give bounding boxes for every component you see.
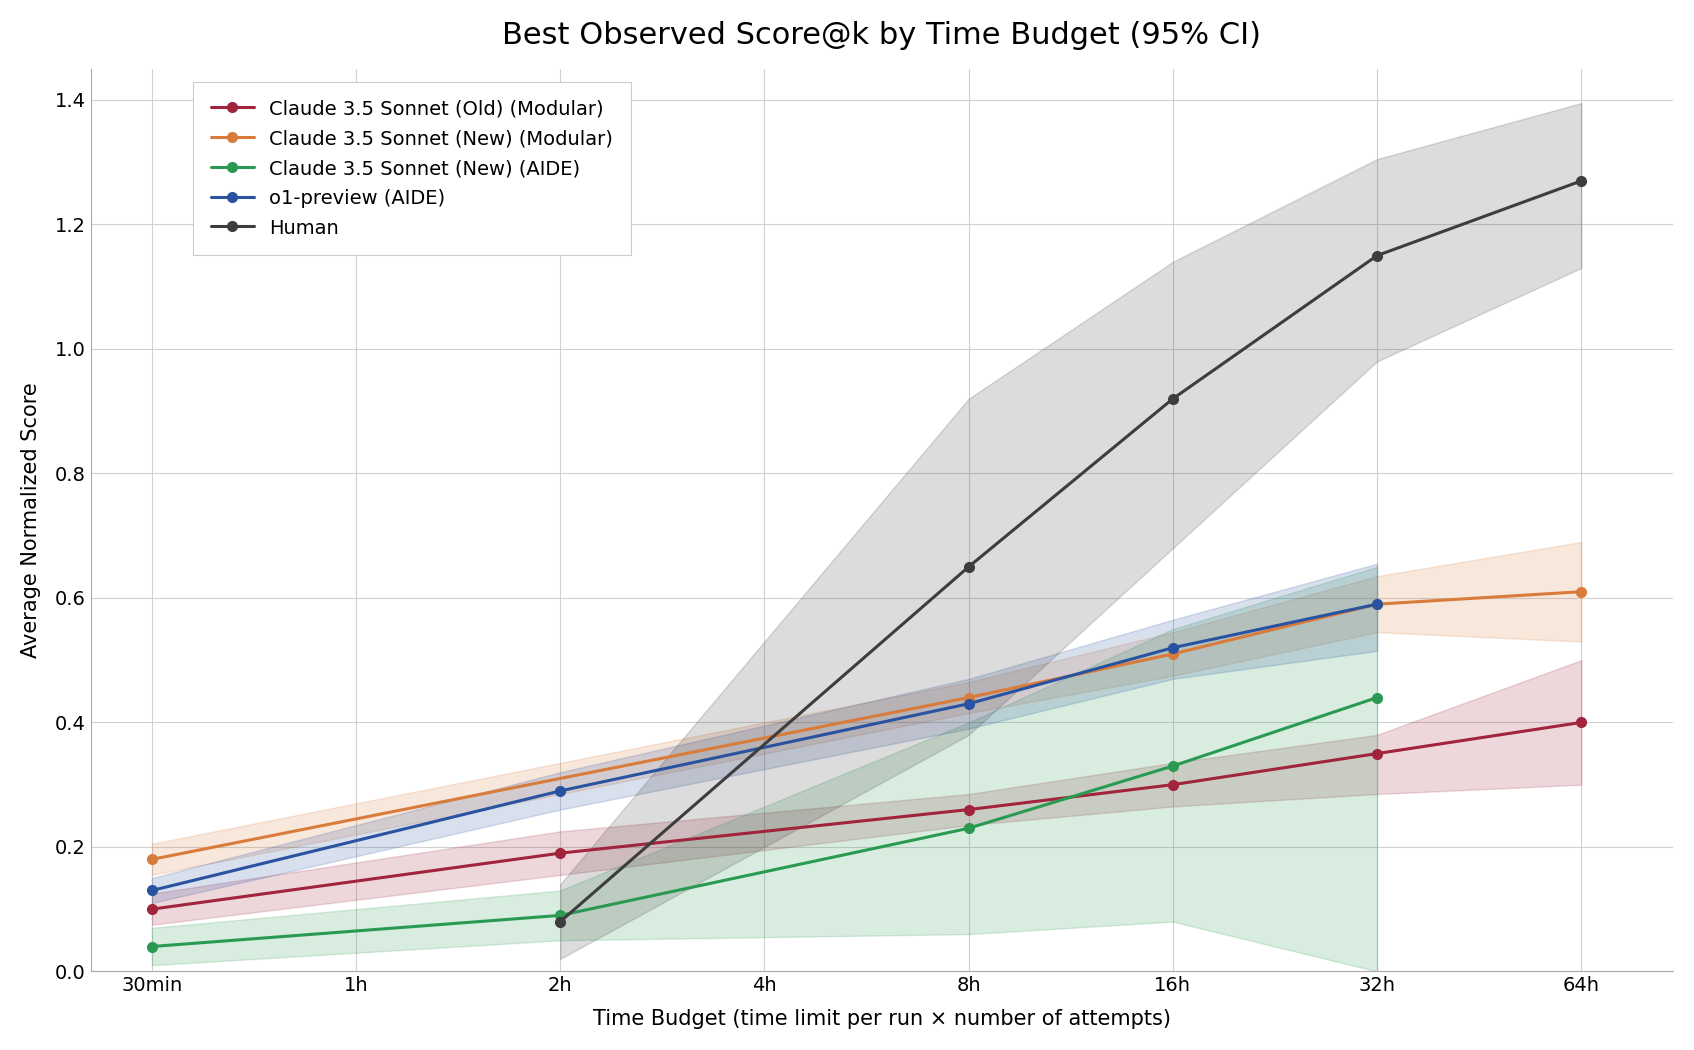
Human <box>1570 174 1591 187</box>
Claude 3.5 Sonnet (New) (AIDE) <box>1367 691 1387 704</box>
Human <box>1162 393 1182 405</box>
o1-preview (AIDE) <box>959 697 979 710</box>
o1-preview (AIDE) <box>142 884 163 897</box>
Claude 3.5 Sonnet (New) (Modular) <box>142 853 163 865</box>
Claude 3.5 Sonnet (New) (AIDE) <box>551 909 571 922</box>
X-axis label: Time Budget (time limit per run × number of attempts): Time Budget (time limit per run × number… <box>593 1009 1171 1029</box>
Line: Human: Human <box>556 176 1586 926</box>
o1-preview (AIDE) <box>1367 597 1387 610</box>
Y-axis label: Average Normalized Score: Average Normalized Score <box>20 382 41 658</box>
Human <box>1367 249 1387 261</box>
Claude 3.5 Sonnet (New) (Modular) <box>1570 586 1591 598</box>
Claude 3.5 Sonnet (New) (Modular) <box>1367 597 1387 610</box>
Line: Claude 3.5 Sonnet (New) (AIDE): Claude 3.5 Sonnet (New) (AIDE) <box>147 693 1382 951</box>
o1-preview (AIDE) <box>551 784 571 797</box>
Claude 3.5 Sonnet (Old) (Modular) <box>959 803 979 816</box>
Human <box>959 561 979 573</box>
Claude 3.5 Sonnet (Old) (Modular) <box>551 847 571 860</box>
Claude 3.5 Sonnet (New) (AIDE) <box>959 822 979 835</box>
Claude 3.5 Sonnet (New) (AIDE) <box>1162 760 1182 773</box>
Line: Claude 3.5 Sonnet (New) (Modular): Claude 3.5 Sonnet (New) (Modular) <box>147 587 1586 864</box>
o1-preview (AIDE) <box>1162 642 1182 654</box>
Line: Claude 3.5 Sonnet (Old) (Modular): Claude 3.5 Sonnet (Old) (Modular) <box>147 717 1586 915</box>
Claude 3.5 Sonnet (Old) (Modular) <box>1162 778 1182 791</box>
Legend: Claude 3.5 Sonnet (Old) (Modular), Claude 3.5 Sonnet (New) (Modular), Claude 3.5: Claude 3.5 Sonnet (Old) (Modular), Claud… <box>193 82 630 255</box>
Title: Best Observed Score@k by Time Budget (95% CI): Best Observed Score@k by Time Budget (95… <box>503 21 1262 49</box>
Claude 3.5 Sonnet (Old) (Modular) <box>1367 748 1387 760</box>
Claude 3.5 Sonnet (New) (Modular) <box>1162 648 1182 660</box>
Claude 3.5 Sonnet (Old) (Modular) <box>1570 716 1591 729</box>
Line: o1-preview (AIDE): o1-preview (AIDE) <box>147 600 1382 896</box>
Claude 3.5 Sonnet (New) (Modular) <box>959 691 979 704</box>
Human <box>551 916 571 928</box>
Claude 3.5 Sonnet (New) (AIDE) <box>142 940 163 952</box>
Claude 3.5 Sonnet (Old) (Modular) <box>142 903 163 916</box>
